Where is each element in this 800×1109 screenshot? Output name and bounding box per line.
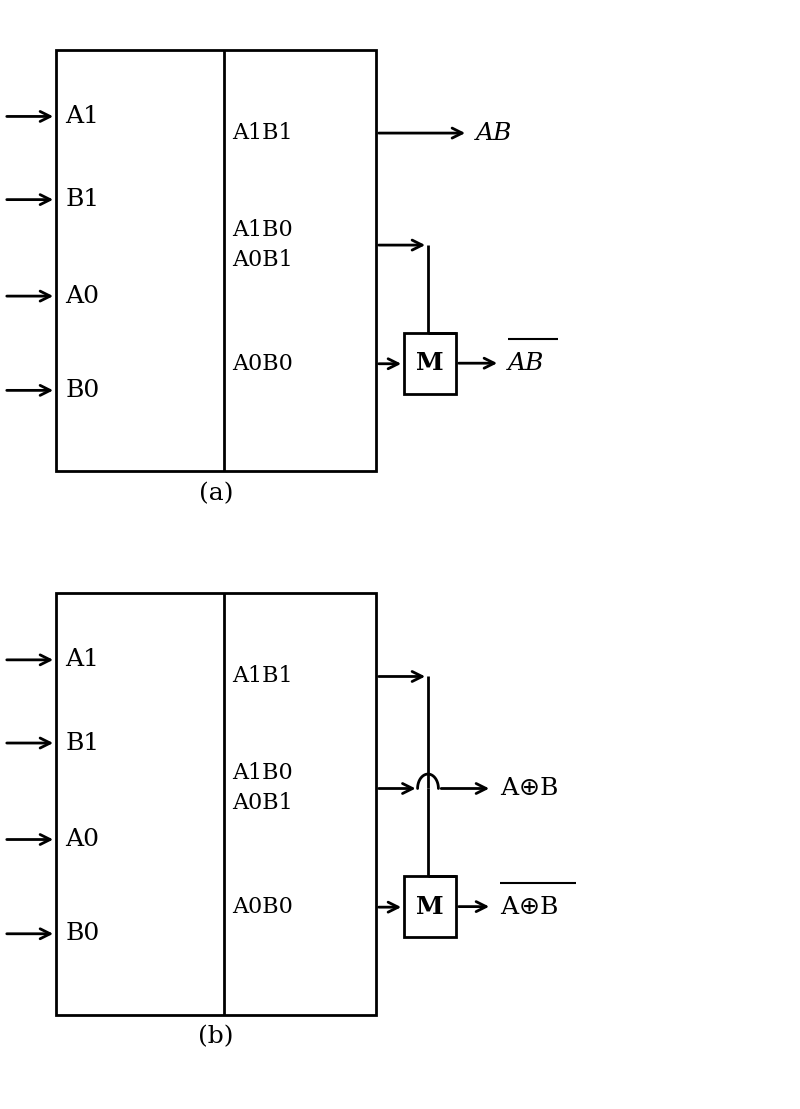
Bar <box>404 333 456 394</box>
Bar <box>404 876 456 937</box>
Text: AB: AB <box>476 122 512 144</box>
Text: B1: B1 <box>66 732 100 754</box>
Text: B0: B0 <box>66 923 100 945</box>
Text: A1B1: A1B1 <box>232 122 293 144</box>
Text: M: M <box>416 352 444 375</box>
Bar <box>56 593 376 1015</box>
Text: A1B1: A1B1 <box>232 665 293 688</box>
Text: A$\oplus$B: A$\oplus$B <box>500 777 558 800</box>
Text: B0: B0 <box>66 379 100 401</box>
Bar <box>56 50 376 471</box>
Text: M: M <box>416 895 444 918</box>
Text: A0B0: A0B0 <box>232 896 293 918</box>
Text: (b): (b) <box>198 1026 234 1048</box>
Text: A0B0: A0B0 <box>232 353 293 375</box>
Text: A0B1: A0B1 <box>232 248 293 271</box>
Text: A1: A1 <box>66 649 99 671</box>
Text: A0: A0 <box>66 828 100 851</box>
Text: A1B0: A1B0 <box>232 218 293 241</box>
Text: B1: B1 <box>66 189 100 211</box>
Text: A0B1: A0B1 <box>232 792 293 814</box>
Text: AB: AB <box>508 353 544 375</box>
Text: A0: A0 <box>66 285 100 307</box>
Text: A$\oplus$B: A$\oplus$B <box>500 896 558 918</box>
Text: A1B0: A1B0 <box>232 762 293 784</box>
Text: A1: A1 <box>66 105 99 128</box>
Text: (a): (a) <box>198 482 234 505</box>
